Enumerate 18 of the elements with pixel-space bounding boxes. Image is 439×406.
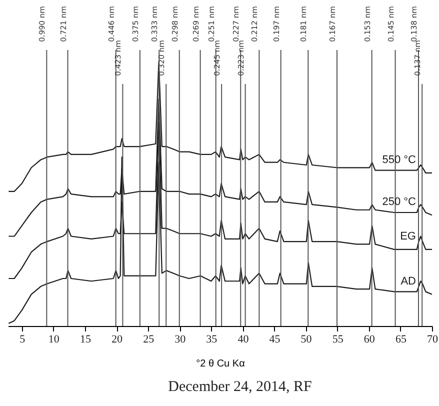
x-tick-label: 70	[427, 334, 438, 346]
x-tick-label: 10	[48, 334, 60, 346]
x-tick-label: 25	[143, 334, 155, 346]
x-axis-title: °2 θ Cu Kα	[196, 358, 246, 370]
x-tick-label: 65	[395, 334, 407, 346]
x-tick-label: 5	[20, 334, 26, 346]
x-tick-label: 60	[364, 334, 376, 346]
x-tick-label: 50	[300, 334, 312, 346]
x-tick-label: 35	[206, 334, 218, 346]
x-tick-label: 15	[80, 334, 92, 346]
x-tick-label: 45	[269, 334, 281, 346]
x-tick-label: 30	[174, 334, 186, 346]
x-tick-label: 20	[112, 334, 124, 346]
series-label: AD	[400, 275, 416, 288]
series-label: EG	[400, 230, 416, 242]
x-tick-label: 55	[332, 334, 344, 346]
text: December 24, 2014, RF	[168, 379, 312, 395]
x-tick-label: 40	[238, 334, 250, 346]
